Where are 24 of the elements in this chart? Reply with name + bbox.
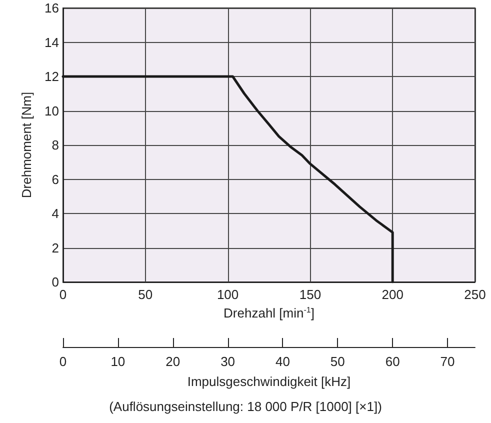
y-tick-label: 0 bbox=[52, 274, 59, 290]
text: (Auflösungseinstellung: 18 000 P/R [1000] [×1]) bbox=[109, 399, 382, 414]
x2-tick-label: 50 bbox=[330, 354, 345, 369]
y-tick-label: 8 bbox=[52, 138, 59, 152]
x-tick-label: 200 bbox=[382, 287, 404, 302]
y-tick-label: 16 bbox=[44, 0, 59, 16]
y-tick-label: 14 bbox=[44, 34, 59, 50]
y-axis-title: Drehmoment [Nm] bbox=[19, 92, 34, 198]
y-tick-label: 4 bbox=[52, 206, 59, 221]
x2-axis-title: Impulsgeschwindigkeit [kHz] bbox=[187, 374, 351, 389]
x2-tick-label: 30 bbox=[220, 354, 236, 369]
x2-tick-label: 20 bbox=[166, 354, 180, 369]
x-tick-label: 250 bbox=[464, 287, 486, 302]
y-tick-label: 6 bbox=[52, 172, 59, 187]
x2-tick-label: 70 bbox=[440, 354, 455, 369]
x-tick-label: 50 bbox=[138, 287, 153, 302]
x-tick-label: 100 bbox=[216, 287, 239, 302]
x2-tick-label: 10 bbox=[110, 354, 126, 369]
y-tick-label: 10 bbox=[44, 103, 59, 118]
y-tick-label: 12 bbox=[44, 69, 59, 84]
x-tick-label: 150 bbox=[299, 287, 322, 302]
x2-tick-label: 60 bbox=[385, 354, 400, 369]
x2-tick-label: 40 bbox=[276, 354, 290, 369]
y-tick-label: 2 bbox=[52, 240, 59, 256]
